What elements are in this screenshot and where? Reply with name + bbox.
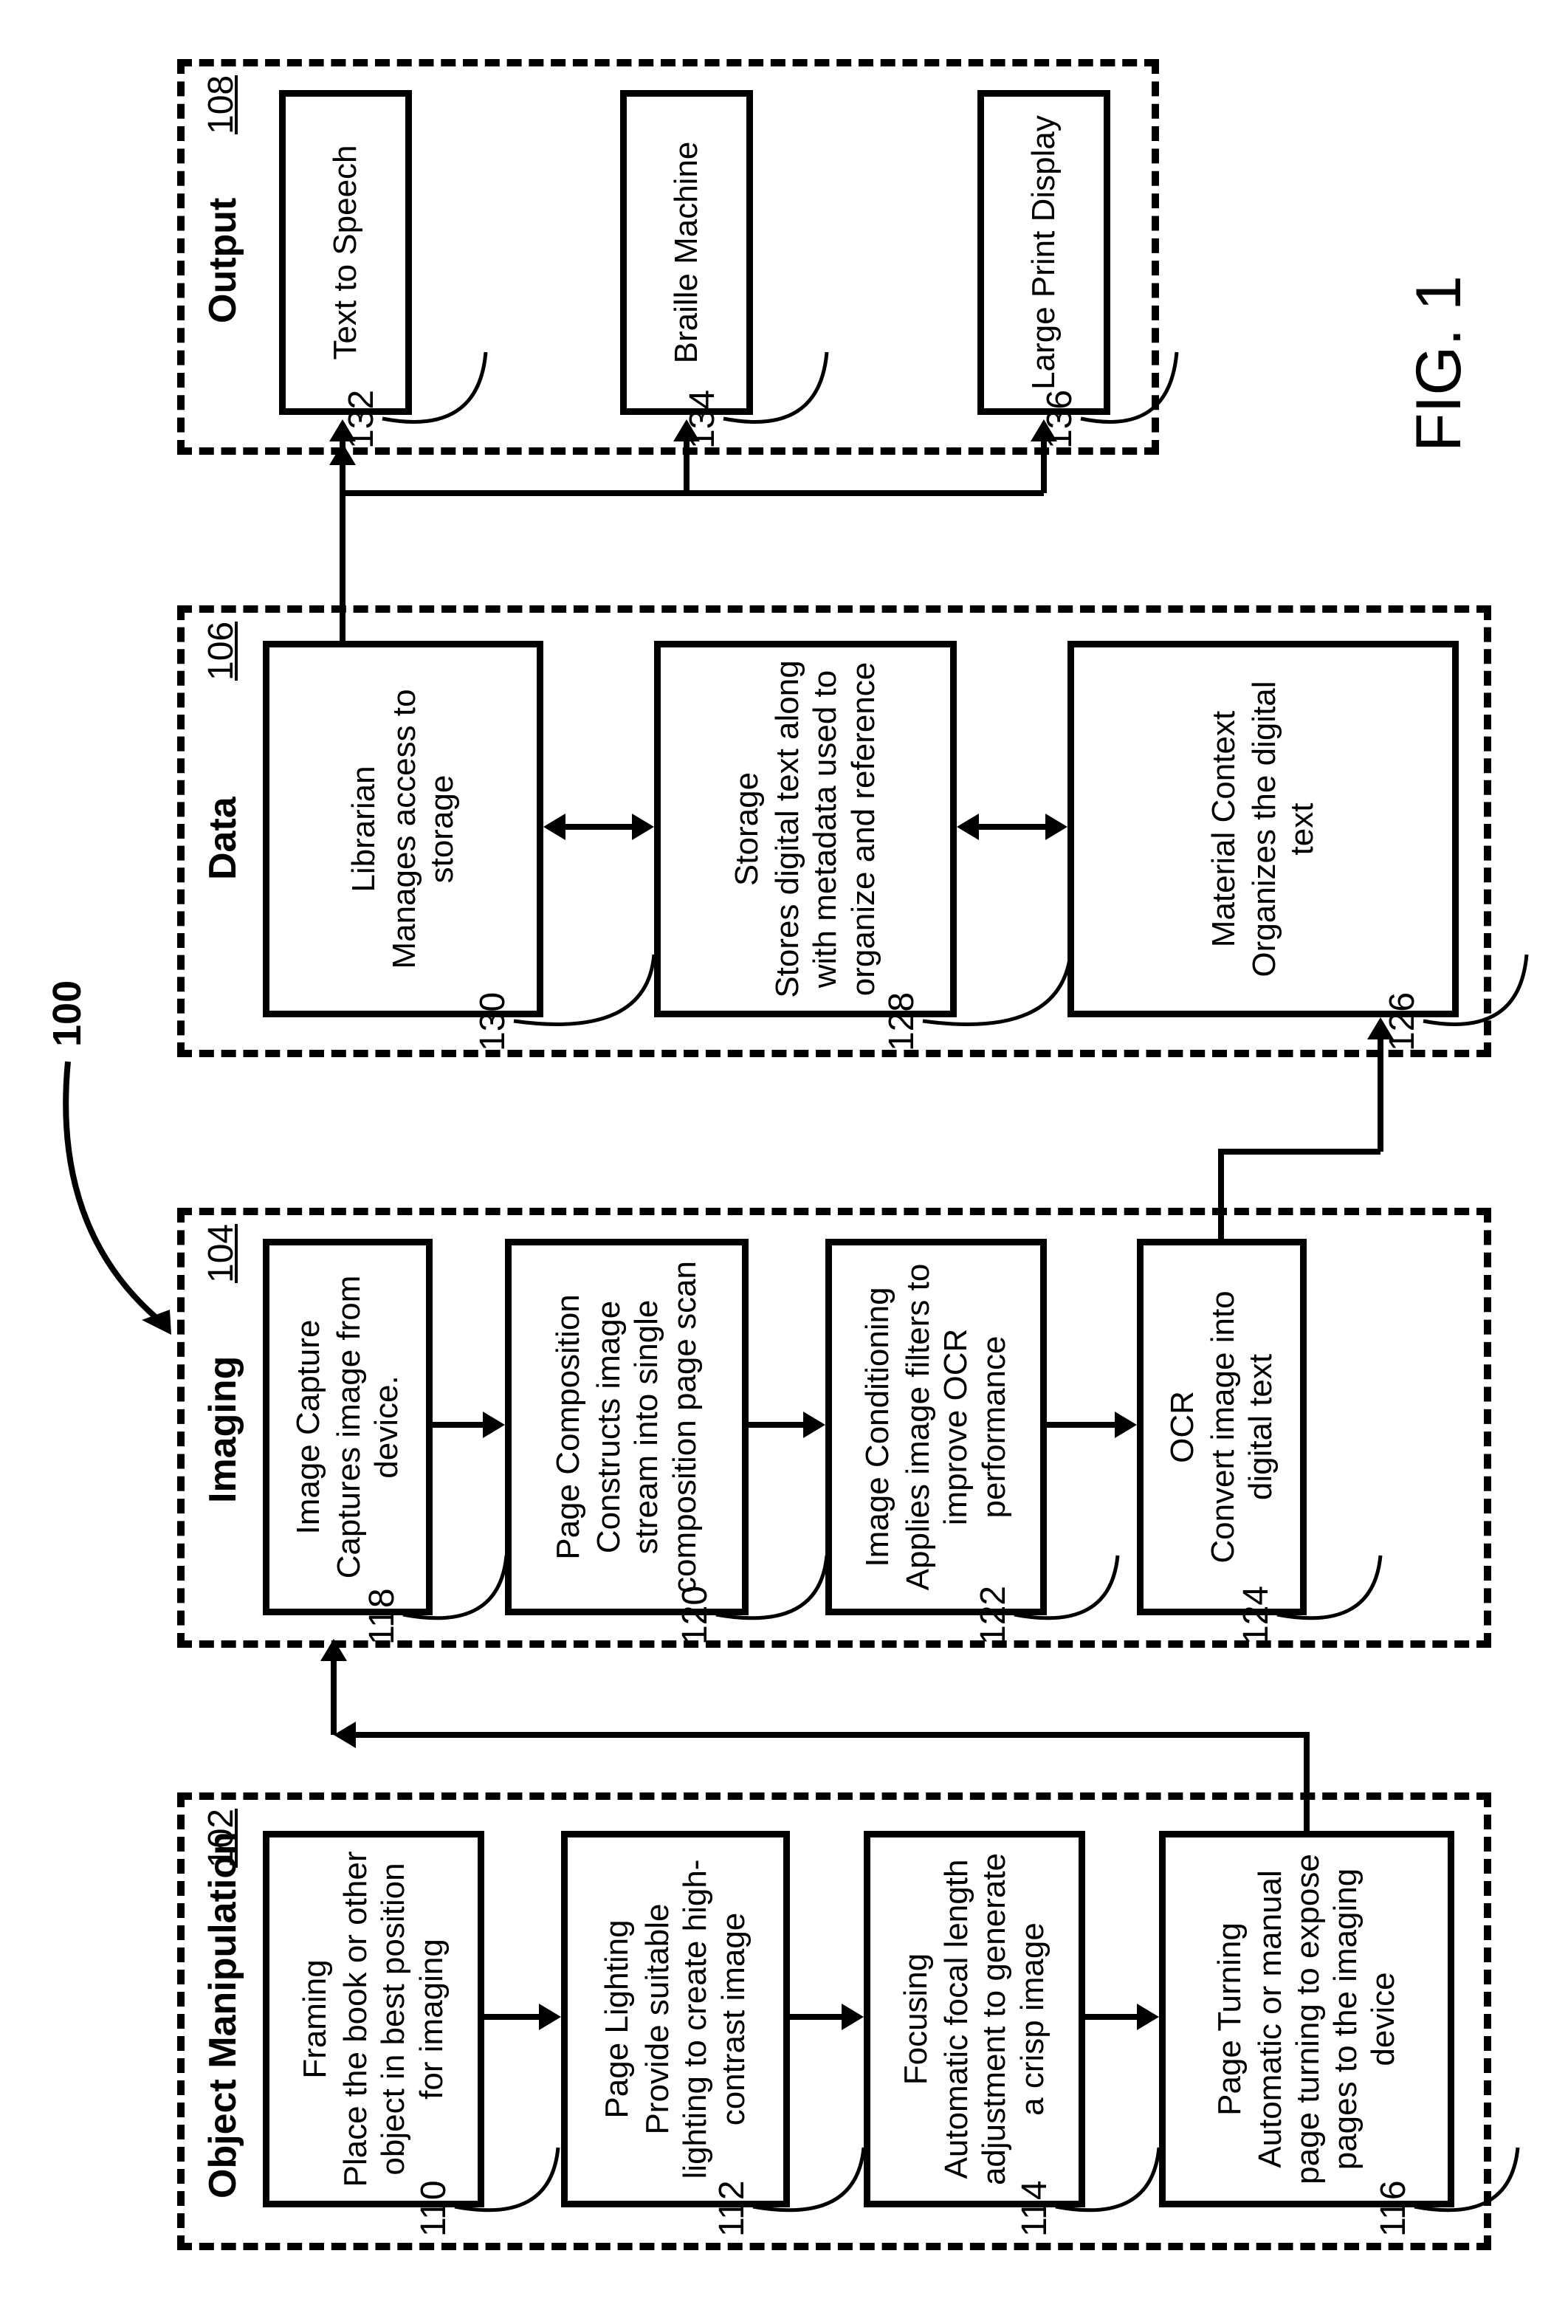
- ar-1b: [790, 1995, 864, 2039]
- bx-librarian-t: Librarian: [345, 766, 382, 892]
- ref-130: 130: [472, 992, 513, 1051]
- ref-126: 126: [1382, 992, 1423, 1051]
- ar-2b: [749, 1403, 825, 1447]
- grp-ref-obj-manip: 102: [201, 1809, 241, 1868]
- bx-matctx-t: Material Context: [1206, 711, 1242, 947]
- bx-turning-d: Automatic or manual page turning to expo…: [1251, 1848, 1402, 2190]
- bx-matctx: Material Context Organizes the digital t…: [1067, 641, 1459, 1017]
- ref-132: 132: [341, 390, 382, 449]
- bx-imgcond-d: Applies image filters to improve OCR per…: [899, 1256, 1012, 1598]
- ar-2a: [433, 1403, 505, 1447]
- rc-134: [723, 348, 834, 437]
- grp-ref-data: 106: [201, 622, 241, 681]
- overall-ref-arc: [59, 1054, 185, 1335]
- bx-imgcond: Image Conditioning Applies image filters…: [825, 1239, 1047, 1615]
- bx-tts-t: Text to Speech: [327, 145, 364, 360]
- rc-132: [382, 348, 493, 437]
- bx-lighting-t: Page Lighting: [599, 1919, 636, 2118]
- bx-framing-t: Framing: [297, 1959, 334, 2078]
- bx-storage-d: Stores digital text along with metadata …: [768, 658, 881, 1000]
- bx-lighting-d: Provide suitable lighting to create high…: [639, 1848, 752, 2190]
- bx-focusing-t: Focusing: [898, 1953, 935, 2086]
- grp-title-output: Output: [201, 198, 245, 323]
- grp-ref-imaging: 104: [201, 1224, 241, 1283]
- bx-braille-t: Braille Machine: [668, 142, 705, 364]
- overall-ref: 100: [44, 980, 90, 1047]
- rc-110: [455, 2144, 565, 2225]
- bx-ocr-d: Convert image into digital text: [1204, 1256, 1279, 1598]
- ref-120: 120: [675, 1586, 715, 1645]
- ar-3a: [543, 805, 654, 849]
- ref-136: 136: [1039, 390, 1080, 449]
- bx-turning-t: Page Turning: [1211, 1922, 1248, 2116]
- fig-label: FIG. 1: [1403, 275, 1476, 452]
- bx-turning: Page Turning Automatic or manual page tu…: [1159, 1831, 1454, 2207]
- ref-112: 112: [712, 2180, 752, 2237]
- bx-capture-d: Captures image from device.: [330, 1256, 405, 1598]
- bx-ocr-t: OCR: [1164, 1391, 1201, 1463]
- figure-stage: 100 Object Manipulation 102 Framing Plac…: [30, 30, 1538, 2294]
- bx-framing-d: Place the book or other object in best p…: [337, 1848, 450, 2190]
- bx-storage: Storage Stores digital text along with m…: [654, 641, 957, 1017]
- bx-pagecomp-d: Constructs image stream into single comp…: [590, 1256, 703, 1598]
- ref-116: 116: [1373, 2180, 1414, 2237]
- bx-focusing: Focusing Automatic focal length adjustme…: [864, 1831, 1085, 2207]
- ar-2c: [1047, 1403, 1137, 1447]
- bx-matctx-d: Organizes the digital text: [1245, 658, 1321, 1000]
- ref-110: 110: [413, 2180, 454, 2237]
- grp-title-obj-manip: Object Manipulation: [201, 1832, 245, 2198]
- figure-landscape: 100 Object Manipulation 102 Framing Plac…: [30, 30, 1538, 2294]
- ar-turn-to-capture: [316, 1639, 1320, 1831]
- ar-3b: [957, 805, 1067, 849]
- rc-118: [403, 1552, 514, 1633]
- rc-116: [1414, 2144, 1525, 2225]
- grp-ref-output: 108: [201, 75, 241, 134]
- rc-128: [923, 951, 1078, 1039]
- rc-124: [1277, 1552, 1388, 1633]
- rc-112: [753, 2144, 871, 2225]
- bx-pagecomp: Page Composition Constructs image stream…: [505, 1239, 749, 1615]
- rc-114: [1056, 2144, 1166, 2225]
- ar-1a: [484, 1995, 561, 2039]
- bx-framing: Framing Place the book or other object i…: [263, 1831, 484, 2207]
- bx-lpd-t: Large Print Display: [1025, 115, 1062, 390]
- ref-122: 122: [973, 1586, 1014, 1645]
- bx-librarian: Librarian Manages access to storage: [263, 641, 543, 1017]
- rc-130: [514, 951, 661, 1039]
- rc-126: [1423, 951, 1534, 1039]
- bx-storage-t: Storage: [729, 772, 766, 886]
- ar-1c: [1085, 1995, 1159, 2039]
- ref-114: 114: [1014, 2180, 1055, 2237]
- rc-122: [1014, 1552, 1125, 1633]
- bx-capture-t: Image Capture: [290, 1319, 327, 1534]
- grp-title-imaging: Imaging: [201, 1356, 245, 1503]
- bx-focusing-d: Automatic focal length adjustment to gen…: [938, 1848, 1051, 2190]
- ref-128: 128: [881, 992, 922, 1051]
- ref-124: 124: [1236, 1586, 1276, 1645]
- bx-imgcond-t: Image Conditioning: [859, 1287, 896, 1567]
- bx-librarian-d: Manages access to storage: [385, 658, 461, 1000]
- bx-pagecomp-t: Page Composition: [550, 1294, 587, 1560]
- rc-120: [716, 1552, 834, 1633]
- grp-title-data: Data: [201, 797, 245, 880]
- rc-136: [1081, 348, 1184, 437]
- ref-118: 118: [362, 1588, 402, 1645]
- ref-134: 134: [682, 390, 723, 449]
